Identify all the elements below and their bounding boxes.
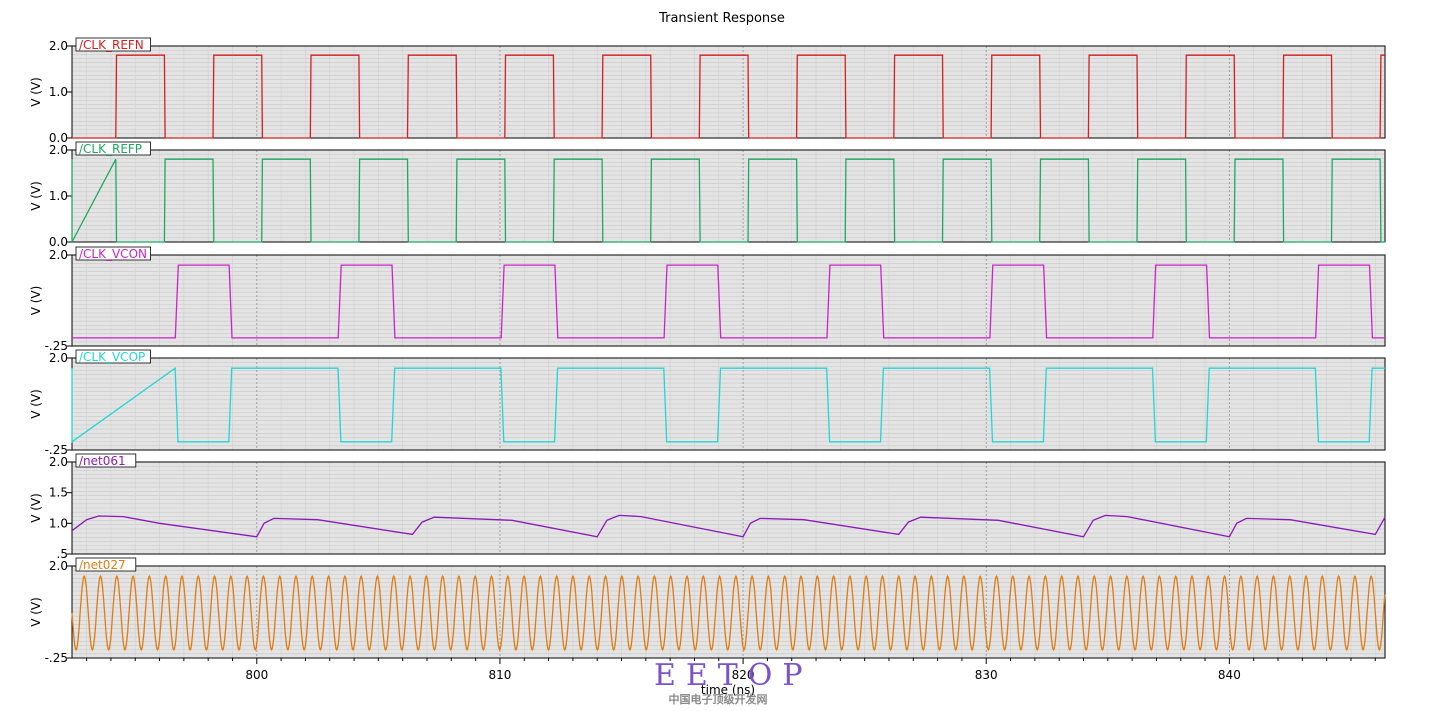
panel-clkvcop: 2.0 -.25 V (V) /CLK_VCOP	[29, 349, 1386, 457]
y-tick-label: 1.5	[49, 486, 68, 500]
signal-label-text: /CLK_VCON	[79, 247, 147, 261]
signal-label-box	[75, 557, 137, 572]
x-tick-label: 840	[1218, 668, 1241, 682]
signal-label-text: /CLK_VCOP	[79, 350, 145, 364]
y-axis-label: V (V)	[29, 181, 43, 211]
signal-label: /CLK_VCOP	[75, 349, 151, 364]
watermark-subtitle: 中国电子顶级开发网	[669, 692, 768, 706]
series-line	[72, 54, 1385, 139]
watermark: EETOP 中国电子顶级开发网	[654, 658, 813, 706]
signal-label-box	[75, 37, 151, 52]
plot-frame	[71, 254, 1386, 347]
x-axis-label: time (ns)	[701, 683, 755, 697]
y-tick-label: 0.0	[49, 235, 68, 249]
signal-label: /net061	[75, 453, 137, 468]
series-line	[71, 158, 1385, 243]
series-line	[71, 366, 1385, 444]
x-axis: 800 810 820 830 840	[86, 658, 1376, 682]
signal-label: /CLK_REFP	[75, 141, 151, 156]
y-tick-label: 2.0	[49, 455, 68, 469]
panels: 2.0 1.0 0.0 V (V) /CLK_REFN 2.0 1.0 0.0 V (V) /CL…	[29, 37, 1386, 665]
watermark-brand: EETOP	[654, 658, 813, 693]
panel-net061: 2.0 1.5 1.0 .5 V (V) /net061	[29, 453, 1386, 561]
y-tick-label: -.25	[45, 443, 68, 457]
panel-clkvcon: 2.0 -.25 V (V) /CLK_VCON	[29, 246, 1386, 353]
x-tick-label: 820	[732, 668, 755, 682]
y-tick-label: 1.0	[49, 189, 68, 203]
signal-label: /CLK_REFN	[75, 37, 151, 52]
y-tick-label: .5	[57, 547, 68, 561]
signal-label-text: /net027	[79, 558, 126, 572]
signal-label-text: /net061	[79, 454, 126, 468]
signal-label-box	[75, 453, 137, 468]
x-tick-label: 810	[488, 668, 511, 682]
y-tick-label: 1.0	[49, 85, 68, 99]
y-tick-label: 2.0	[49, 143, 68, 157]
plot-frame	[71, 461, 1386, 555]
y-tick-label: -.25	[45, 339, 68, 353]
x-tick-label: 830	[975, 668, 998, 682]
y-tick-label: -.25	[45, 651, 68, 665]
y-tick-label: 0.0	[49, 131, 68, 145]
chart-title: Transient Response	[658, 11, 785, 26]
y-axis-label: V (V)	[29, 389, 43, 419]
y-tick-label: 2.0	[49, 559, 68, 573]
signal-label-text: /CLK_REFN	[79, 38, 144, 52]
series-line	[71, 514, 1386, 538]
signal-label: /CLK_VCON	[75, 246, 151, 261]
y-tick-label: 2.0	[49, 248, 68, 262]
signal-label-text: /CLK_REFP	[79, 142, 142, 156]
y-axis-label: V (V)	[29, 597, 43, 627]
y-axis-label: V (V)	[29, 77, 43, 107]
panel-clkrefp: 2.0 1.0 0.0 V (V) /CLK_REFP	[29, 141, 1386, 249]
signal-label-box	[75, 349, 151, 364]
y-tick-label: 2.0	[49, 39, 68, 53]
panel-clkrefn: 2.0 1.0 0.0 V (V) /CLK_REFN	[29, 37, 1386, 145]
y-tick-label: 2.0	[49, 351, 68, 365]
panel-net027: 2.0 -.25 V (V) /net027	[29, 557, 1386, 665]
signal-label-box	[75, 246, 151, 261]
plot-frame	[71, 565, 1386, 659]
signal-label-box	[75, 141, 151, 156]
y-axis-label: V (V)	[29, 286, 43, 316]
series-line	[71, 574, 1386, 652]
x-tick-label: 800	[245, 668, 268, 682]
y-axis-label: V (V)	[29, 493, 43, 523]
signal-label: /net027	[75, 557, 137, 572]
series-line	[72, 264, 1385, 339]
y-tick-label: 1.0	[49, 516, 68, 530]
